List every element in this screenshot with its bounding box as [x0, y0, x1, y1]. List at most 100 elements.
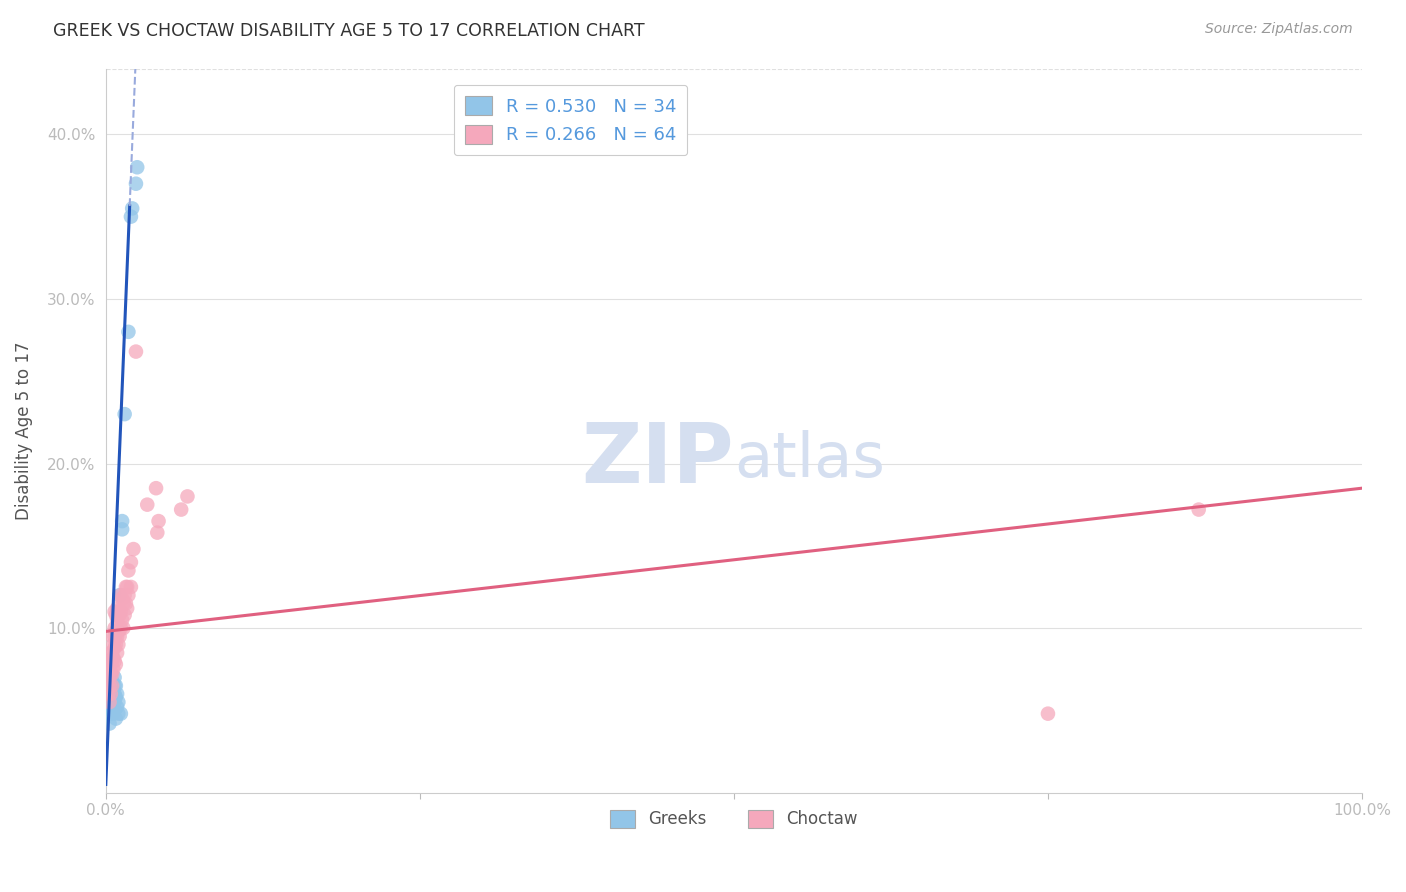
Point	[110, 621, 132, 635]
Text: GREEK VS CHOCTAW DISABILITY AGE 5 TO 17 CORRELATION CHART: GREEK VS CHOCTAW DISABILITY AGE 5 TO 17 …	[53, 22, 645, 40]
Point	[104, 679, 127, 693]
Point	[114, 607, 136, 622]
Point	[101, 629, 124, 643]
Point	[120, 555, 142, 569]
Point	[104, 638, 127, 652]
Point	[111, 514, 134, 528]
Point	[98, 679, 121, 693]
Point	[125, 344, 148, 359]
Point	[104, 690, 127, 705]
Point	[110, 605, 132, 619]
Point	[145, 481, 167, 495]
Point	[98, 662, 121, 676]
Point	[100, 687, 122, 701]
Point	[104, 670, 127, 684]
Point	[111, 591, 134, 606]
Point	[121, 202, 143, 216]
Point	[114, 407, 136, 421]
Point	[111, 613, 134, 627]
Point	[110, 588, 132, 602]
Point	[101, 679, 124, 693]
Point	[105, 629, 128, 643]
Point	[120, 580, 142, 594]
Point	[100, 679, 122, 693]
Point	[104, 621, 127, 635]
Point	[100, 657, 122, 672]
Point	[100, 700, 122, 714]
Point	[107, 624, 129, 639]
Point	[97, 667, 120, 681]
Point	[1036, 706, 1059, 721]
Point	[104, 695, 127, 709]
Point	[120, 210, 142, 224]
Point	[122, 542, 145, 557]
Point	[100, 667, 122, 681]
Point	[170, 502, 193, 516]
Point	[105, 700, 128, 714]
Point	[104, 712, 127, 726]
Point	[101, 703, 124, 717]
Point	[101, 687, 124, 701]
Point	[111, 522, 134, 536]
Point	[125, 177, 148, 191]
Point	[105, 687, 128, 701]
Point	[112, 621, 135, 635]
Point	[108, 588, 131, 602]
Point	[103, 662, 125, 676]
Point	[101, 646, 124, 660]
Point	[103, 638, 125, 652]
Point	[112, 596, 135, 610]
Point	[1188, 502, 1211, 516]
Point	[104, 687, 127, 701]
Point	[115, 580, 138, 594]
Point	[103, 695, 125, 709]
Point	[101, 673, 124, 688]
Point	[105, 601, 128, 615]
Point	[146, 525, 169, 540]
Point	[104, 605, 127, 619]
Point	[104, 657, 127, 672]
Point	[104, 629, 127, 643]
Point	[127, 161, 149, 175]
Point	[110, 706, 132, 721]
Y-axis label: Disability Age 5 to 17: Disability Age 5 to 17	[15, 342, 32, 520]
Legend: Greeks, Choctaw: Greeks, Choctaw	[603, 803, 865, 835]
Point	[98, 695, 121, 709]
Point	[101, 695, 124, 709]
Text: ZIP: ZIP	[582, 419, 734, 500]
Point	[117, 564, 139, 578]
Point	[97, 687, 120, 701]
Point	[103, 687, 125, 701]
Point	[107, 706, 129, 721]
Point	[115, 580, 138, 594]
Point	[107, 605, 129, 619]
Point	[115, 601, 138, 615]
Point	[98, 716, 121, 731]
Point	[104, 703, 127, 717]
Point	[107, 695, 129, 709]
Point	[148, 514, 170, 528]
Point	[107, 638, 129, 652]
Point	[98, 654, 121, 668]
Point	[117, 325, 139, 339]
Point	[105, 613, 128, 627]
Point	[97, 673, 120, 688]
Point	[98, 706, 121, 721]
Point	[104, 624, 127, 639]
Point	[103, 706, 125, 721]
Point	[115, 596, 138, 610]
Point	[103, 650, 125, 665]
Point	[108, 607, 131, 622]
Point	[104, 679, 127, 693]
Point	[108, 629, 131, 643]
Point	[105, 646, 128, 660]
Point	[104, 654, 127, 668]
Point	[104, 607, 127, 622]
Point	[117, 588, 139, 602]
Text: Source: ZipAtlas.com: Source: ZipAtlas.com	[1205, 22, 1353, 37]
Point	[100, 687, 122, 701]
Point	[114, 588, 136, 602]
Text: atlas: atlas	[734, 430, 884, 490]
Point	[101, 654, 124, 668]
Point	[100, 646, 122, 660]
